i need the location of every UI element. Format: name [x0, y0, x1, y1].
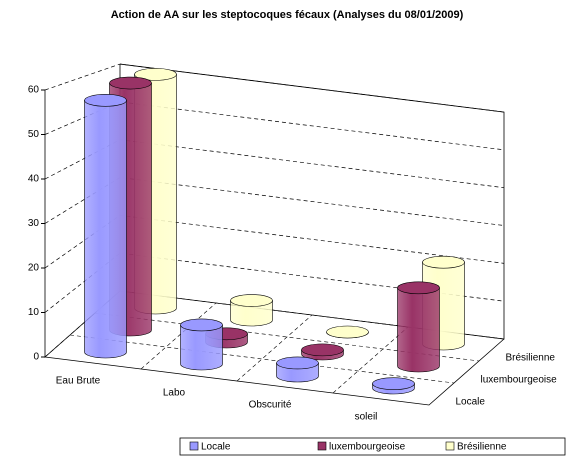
bar	[84, 100, 127, 359]
legend-label: luxembourgeoise	[329, 442, 406, 453]
bar-top	[422, 255, 465, 269]
series-label: Locale	[456, 397, 486, 408]
x-tick-label: soleil	[355, 412, 378, 423]
bar-top	[326, 325, 369, 339]
floor-grid	[332, 326, 409, 394]
legend-label: Brésilienne	[457, 442, 507, 453]
bar-top	[372, 377, 415, 390]
series-label: luxembourgeoise	[481, 375, 558, 386]
bar	[230, 300, 273, 327]
y-tick-label: 0	[33, 352, 39, 363]
y-tick-label: 40	[28, 174, 40, 185]
bar-top	[301, 343, 344, 357]
legend-box	[179, 437, 566, 456]
series-label: Brésilienne	[506, 353, 556, 364]
y-tick-label: 20	[28, 263, 40, 274]
legend-swatch	[189, 441, 199, 451]
bar-top	[180, 318, 223, 332]
x-tick-label: Eau Brute	[56, 376, 101, 387]
grid-line	[44, 252, 505, 313]
legend-swatch	[317, 441, 327, 451]
y-tick-label: 50	[28, 129, 40, 140]
bar	[180, 324, 223, 371]
floor-grid	[140, 302, 217, 370]
x-tick-label: Obscurité	[249, 400, 292, 411]
floor-grid	[236, 314, 313, 382]
grid-line	[44, 101, 505, 151]
y-tick-label: 30	[28, 218, 40, 229]
bar-top	[276, 356, 319, 370]
y-tick-label: 10	[28, 307, 40, 318]
x-tick-label: Labo	[163, 388, 186, 399]
floor-grid	[69, 334, 455, 384]
bar-top	[134, 68, 177, 81]
bar	[397, 287, 440, 373]
bar-top	[109, 76, 152, 90]
y-tick-label: 60	[28, 85, 40, 96]
chart-title: Action de AA sur les steptocoques fécaux…	[111, 9, 464, 21]
legend-label: Locale	[201, 442, 231, 453]
bar-top	[84, 94, 127, 107]
legend-swatch	[445, 441, 455, 451]
bar-top	[230, 294, 273, 307]
bar-top	[397, 281, 440, 295]
